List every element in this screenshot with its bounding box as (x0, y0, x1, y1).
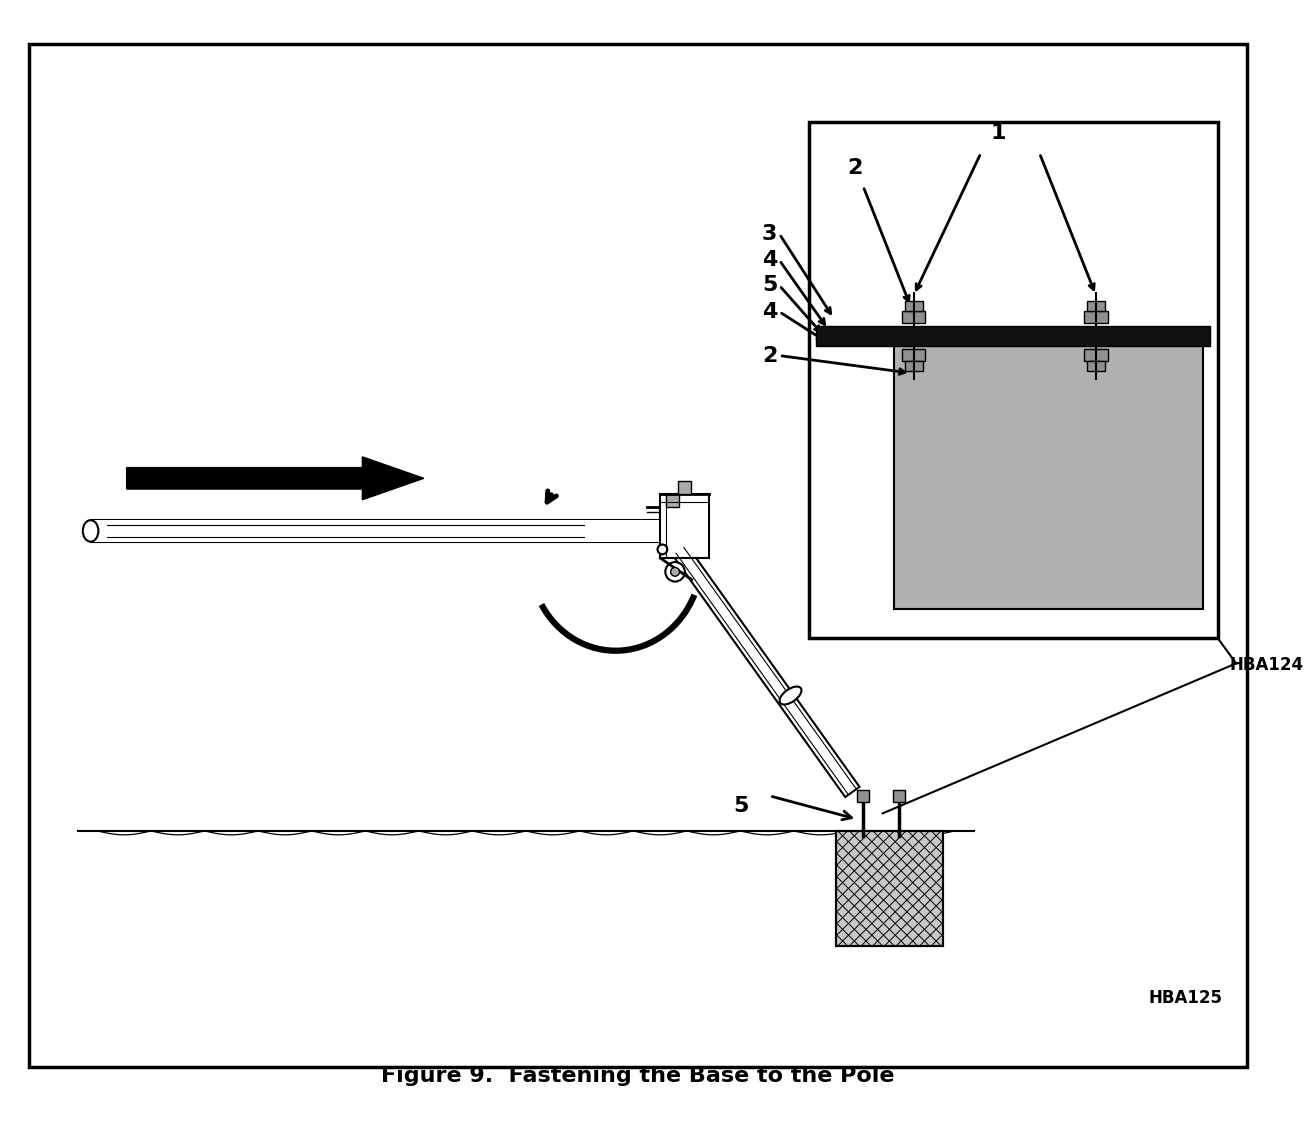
Text: 2: 2 (762, 346, 777, 366)
Bar (857, 790, 869, 801)
Bar (1087, 301, 1104, 311)
Bar (895, 344, 1203, 609)
Text: 4: 4 (762, 302, 777, 322)
Bar (836, 831, 943, 946)
Bar (1085, 349, 1107, 362)
Ellipse shape (83, 520, 98, 541)
Text: 1: 1 (990, 123, 1006, 144)
Bar (1085, 311, 1107, 323)
Bar (90, 520, 663, 541)
Bar (679, 481, 690, 494)
Text: 4: 4 (762, 250, 777, 270)
Bar (893, 790, 905, 801)
Ellipse shape (665, 562, 685, 582)
Bar (808, 122, 1218, 638)
Ellipse shape (779, 687, 802, 704)
Bar (667, 494, 679, 506)
Text: 5: 5 (732, 796, 748, 816)
Bar (905, 301, 922, 311)
Ellipse shape (658, 545, 667, 555)
Text: 3: 3 (762, 224, 777, 244)
Text: HBA125: HBA125 (1149, 990, 1222, 1008)
Bar (816, 327, 1210, 346)
Bar (836, 831, 943, 946)
Text: 5: 5 (762, 276, 777, 295)
Text: 2: 2 (848, 158, 863, 179)
Bar (1087, 362, 1104, 371)
Text: Figure 9.  Fastening the Base to the Pole: Figure 9. Fastening the Base to the Pole (381, 1067, 895, 1086)
Text: HBA124: HBA124 (1229, 655, 1303, 673)
Ellipse shape (671, 567, 680, 576)
Bar (903, 311, 925, 323)
Polygon shape (127, 457, 423, 499)
Bar (903, 349, 925, 362)
Bar (905, 362, 922, 371)
Bar (660, 494, 709, 558)
Polygon shape (673, 546, 859, 797)
